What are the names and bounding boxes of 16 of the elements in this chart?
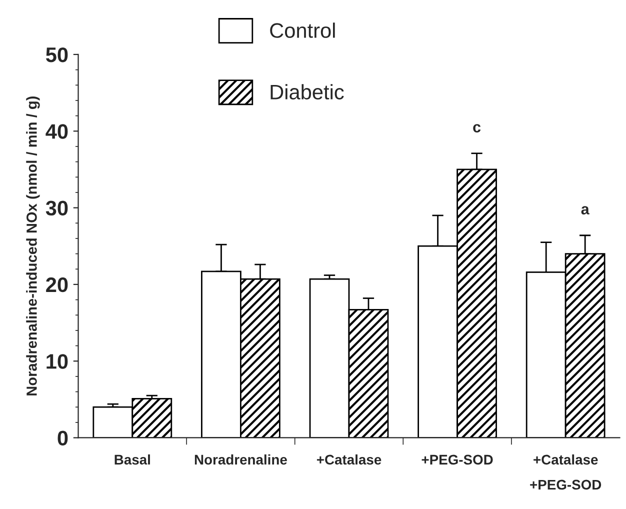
legend-label: Diabetic bbox=[270, 84, 344, 100]
y-tick-label: 0 bbox=[58, 430, 68, 446]
x-tick-label: +Catalase bbox=[316, 454, 382, 465]
y-tick-label: 50 bbox=[46, 47, 68, 62]
annotation: a bbox=[581, 206, 590, 214]
annotation: c bbox=[473, 124, 481, 132]
y-tick-label: 30 bbox=[46, 200, 68, 216]
x-tick-label: +PEG-SOD bbox=[422, 454, 493, 465]
y-axis-title: Noradrenaline-induced NOx (nmol / min / g) bbox=[26, 96, 40, 396]
x-tick-label: Basal bbox=[114, 454, 150, 465]
x-tick-label: Noradrenaline bbox=[194, 454, 287, 465]
legend-label: Control bbox=[270, 22, 335, 38]
x-tick-label: +Catalase +PEG-SOD bbox=[530, 454, 602, 490]
y-tick-label: 20 bbox=[46, 277, 68, 292]
y-tick-label: 10 bbox=[46, 354, 68, 369]
y-tick-label: 40 bbox=[46, 124, 68, 139]
